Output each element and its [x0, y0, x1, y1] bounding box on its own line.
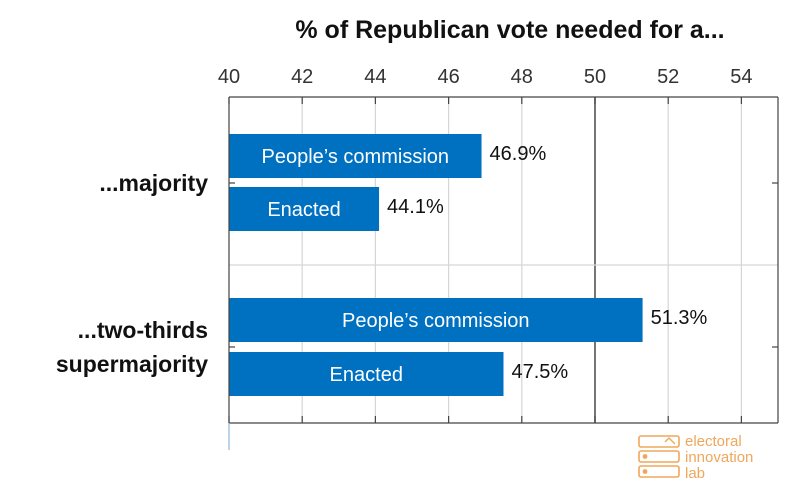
x-tick-label-44: 44 [364, 66, 386, 88]
value-label-g0-b0: 46.9% [490, 143, 547, 165]
logo-icon [638, 435, 680, 478]
x-tick-label-54: 54 [730, 66, 752, 88]
value-label-g1-b0: 51.3% [651, 307, 708, 329]
logo-line-1: electoral [685, 433, 742, 450]
x-tick-label-40: 40 [218, 66, 240, 88]
value-label-g0-b1: 44.1% [387, 196, 444, 218]
bar-g1-b1 [229, 352, 504, 396]
logo-line-3: lab [685, 465, 705, 482]
category-label-1-0: ...two-thirds [78, 317, 208, 343]
x-tick-label-42: 42 [291, 66, 313, 88]
logo-line-2: innovation [685, 449, 753, 466]
bar-g0-b1 [229, 187, 380, 231]
x-tick-label-52: 52 [657, 66, 679, 88]
bar-label-g0-b1: Enacted [267, 199, 340, 221]
x-tick-label-50: 50 [584, 66, 606, 88]
x-axis-ticks: 40 42 44 46 48 50 52 54 [218, 66, 778, 423]
bar-label-g1-b1: Enacted [330, 364, 403, 386]
category-label-1-1: supermajority [56, 351, 208, 377]
value-label-g1-b1: 47.5% [512, 361, 569, 383]
bars: People’s commission 46.9% Enacted 44.1% Peop… [229, 134, 708, 396]
category-labels: ...majority ...two-thirds supermajority [56, 170, 208, 377]
bar-label-g1-b0: People’s commission [342, 310, 530, 332]
bar-g1-b0 [229, 298, 643, 342]
bar-g0-b0 [229, 134, 482, 178]
category-label-0-0: ...majority [99, 170, 208, 196]
plot-frame [228, 96, 779, 450]
bar-label-g0-b0: People’s commission [262, 146, 450, 168]
x-tick-label-48: 48 [511, 66, 533, 88]
chart-title: % of Republican vote needed for a... [295, 16, 724, 44]
x-tick-label-46: 46 [437, 66, 459, 88]
electoral-innovation-lab-logo: electoral innovation lab [638, 433, 753, 482]
